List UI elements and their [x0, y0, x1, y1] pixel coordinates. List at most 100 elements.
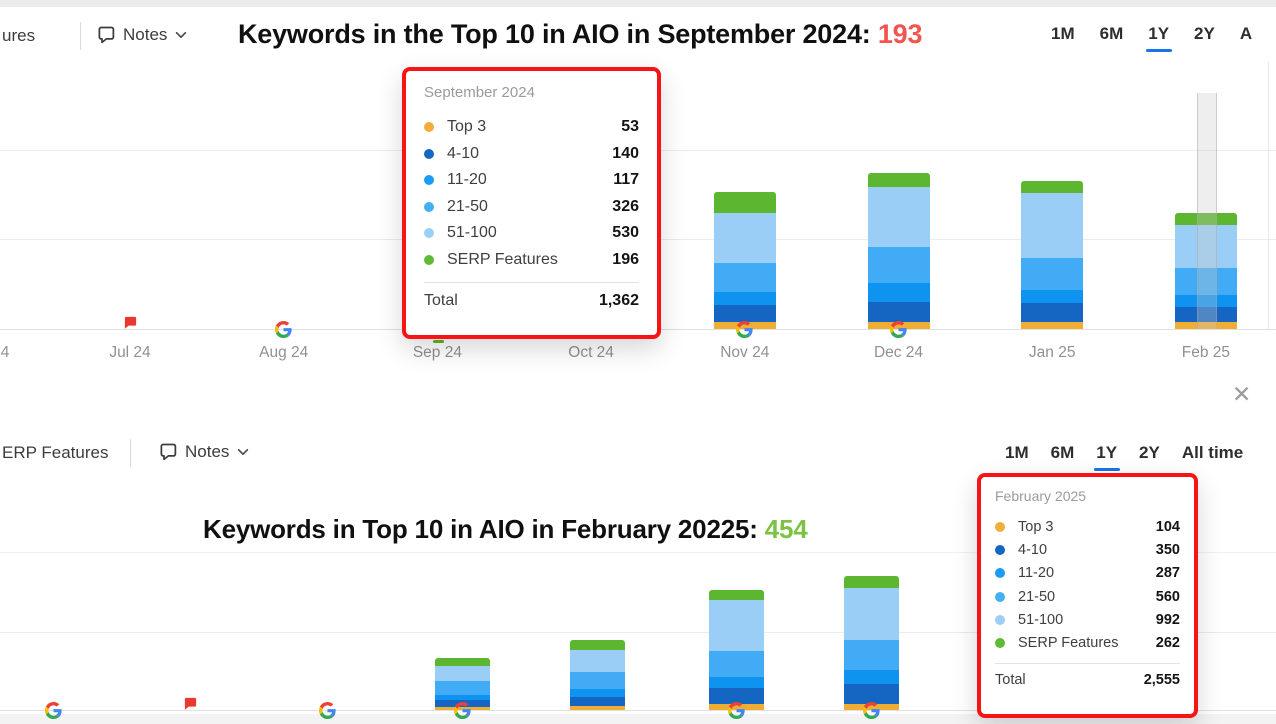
tooltip-row: 51-100 992	[995, 608, 1180, 631]
range-all-time[interactable]: All time	[1181, 443, 1244, 462]
bar-segment-21-50	[713, 262, 776, 292]
legend-dot-51-100	[424, 228, 434, 239]
range-6m[interactable]: 6M	[1050, 443, 1075, 462]
tooltip-row-label: Top 3	[1018, 518, 1054, 535]
tooltip-row-label: 21-50	[447, 197, 488, 215]
bar-segment-51-100	[867, 186, 930, 247]
close-icon[interactable]: ✕	[1232, 381, 1252, 407]
google-update-icon[interactable]	[890, 321, 907, 338]
stacked-bar-feb-25[interactable]	[1174, 212, 1237, 329]
bottom-edge-strip	[0, 714, 1276, 724]
legend-dot-21-50	[995, 591, 1005, 602]
google-update-icon[interactable]	[727, 702, 745, 719]
notes-icon	[157, 441, 178, 462]
tooltip-rows: Top 3 53 4-10 140 11-20 117 21-50 326 51-100 530 S…	[424, 114, 639, 273]
google-update-icon[interactable]	[275, 321, 292, 338]
tooltip-row-label: 51-100	[1018, 611, 1064, 628]
bar-segment-11-20	[713, 291, 776, 305]
google-update-icon[interactable]	[318, 702, 336, 719]
legend-dot-4-10	[424, 148, 434, 159]
chart-tooltip-february: February 2025 Top 3 104 4-10 350 11-20 287 21-…	[977, 473, 1198, 718]
google-update-icon[interactable]	[453, 702, 471, 719]
green-tick-marker	[433, 340, 445, 343]
tooltip-divider	[424, 282, 639, 283]
range-2y[interactable]: 2Y	[1194, 24, 1215, 43]
tooltip-row-value: 117	[613, 171, 639, 189]
bar-segment-21-50	[569, 671, 625, 689]
bar-segment-51-100	[708, 600, 764, 651]
bar-segment-top-3	[843, 703, 899, 710]
tooltip-row-value: 53	[621, 118, 639, 136]
tooltip-row: 11-20 117	[424, 167, 639, 194]
tab-serp-features-truncated[interactable]: ures	[2, 26, 36, 45]
range-a[interactable]: A	[1239, 24, 1253, 43]
bar-segment-4-10	[569, 696, 625, 706]
range-selector-top: 1M 6M 1Y 2Y A	[1051, 24, 1252, 44]
tooltip-row-label: 4-10	[447, 144, 480, 162]
range-selector-bottom: 1M 6M 1Y 2Y All time	[1005, 443, 1243, 463]
range-1m[interactable]: 1M	[1051, 24, 1075, 43]
range-2y[interactable]: 2Y	[1139, 443, 1160, 462]
legend-dot-top-3	[995, 521, 1005, 532]
tab-serp-features-truncated-bottom[interactable]: ERP Features	[2, 443, 109, 462]
bar-segment-4-10	[1021, 302, 1084, 322]
x-axis-label: Jul 24	[109, 344, 151, 361]
notes-button-bottom[interactable]: Notes	[157, 441, 250, 462]
tooltip-row-label: SERP Features	[1018, 635, 1119, 652]
tooltip-row-value: 262	[1155, 635, 1180, 652]
tooltip-month: September 2024	[424, 84, 535, 101]
tooltip-row: Top 3 104	[995, 515, 1180, 538]
bar-segment-serp-features	[843, 576, 899, 589]
toolbar-divider	[80, 22, 81, 50]
bottom-chart-title: Keywords in Top 10 in AIO in February 20…	[203, 514, 808, 545]
tooltip-row: Top 3 53	[424, 114, 639, 141]
notes-label: Notes	[185, 441, 230, 461]
x-axis-label: Sep 24	[412, 344, 462, 361]
x-axis-label: Dec 24	[873, 344, 924, 361]
legend-dot-51-100	[995, 614, 1005, 625]
stacked-bar-dec-24[interactable]	[867, 172, 930, 329]
notes-button-top[interactable]: Notes	[95, 24, 188, 45]
tooltip-row-value: 326	[612, 197, 639, 215]
stacked-bar-slot4[interactable]	[569, 640, 625, 710]
stacked-bar-slot5[interactable]	[708, 589, 764, 710]
bar-segment-serp-features	[1174, 212, 1237, 225]
stacked-bar-slot6[interactable]	[843, 576, 899, 710]
tooltip-total-label: Total	[995, 671, 1026, 688]
stacked-bar-nov-24[interactable]	[713, 191, 776, 329]
tooltip-total-label: Total	[424, 292, 458, 309]
google-update-icon[interactable]	[862, 702, 880, 719]
range-1m[interactable]: 1M	[1005, 443, 1029, 462]
tooltip-row-value: 196	[612, 250, 639, 268]
bar-segment-11-20	[708, 676, 764, 688]
tooltip-row-value: 560	[1155, 588, 1180, 605]
bar-segment-21-50	[1021, 257, 1084, 290]
google-update-icon[interactable]	[736, 321, 753, 338]
stacked-bar-jan-25[interactable]	[1021, 180, 1084, 329]
tooltip-total-row: Total 2,555	[995, 672, 1180, 688]
bar-segment-serp-features	[713, 191, 776, 213]
bar-segment-11-20	[843, 670, 899, 684]
note-flag-icon[interactable]	[123, 315, 138, 330]
gridline	[0, 632, 1276, 633]
tooltip-total-value: 1,362	[598, 292, 639, 309]
google-update-icon[interactable]	[44, 702, 62, 719]
tooltip-row-label: 21-50	[1018, 588, 1056, 605]
tooltip-row-value: 530	[612, 224, 639, 242]
legend-dot-top-3	[424, 122, 434, 133]
tooltip-row-label: Top 3	[447, 118, 487, 136]
range-1y[interactable]: 1Y	[1096, 443, 1118, 462]
chevron-down-icon	[174, 28, 188, 42]
range-1y[interactable]: 1Y	[1148, 24, 1170, 43]
bar-segment-51-100	[569, 650, 625, 672]
bar-segment-11-20	[434, 694, 490, 700]
top-chart-title: Keywords in the Top 10 in AIO in Septemb…	[238, 19, 923, 50]
tooltip-row: SERP Features 262	[995, 631, 1180, 654]
gridline-vertical	[1268, 62, 1269, 329]
note-flag-icon[interactable]	[183, 696, 198, 711]
tooltip-total-row: Total 1,362	[424, 292, 639, 310]
range-6m[interactable]: 6M	[1099, 24, 1124, 43]
bar-segment-top-3	[1174, 321, 1237, 329]
